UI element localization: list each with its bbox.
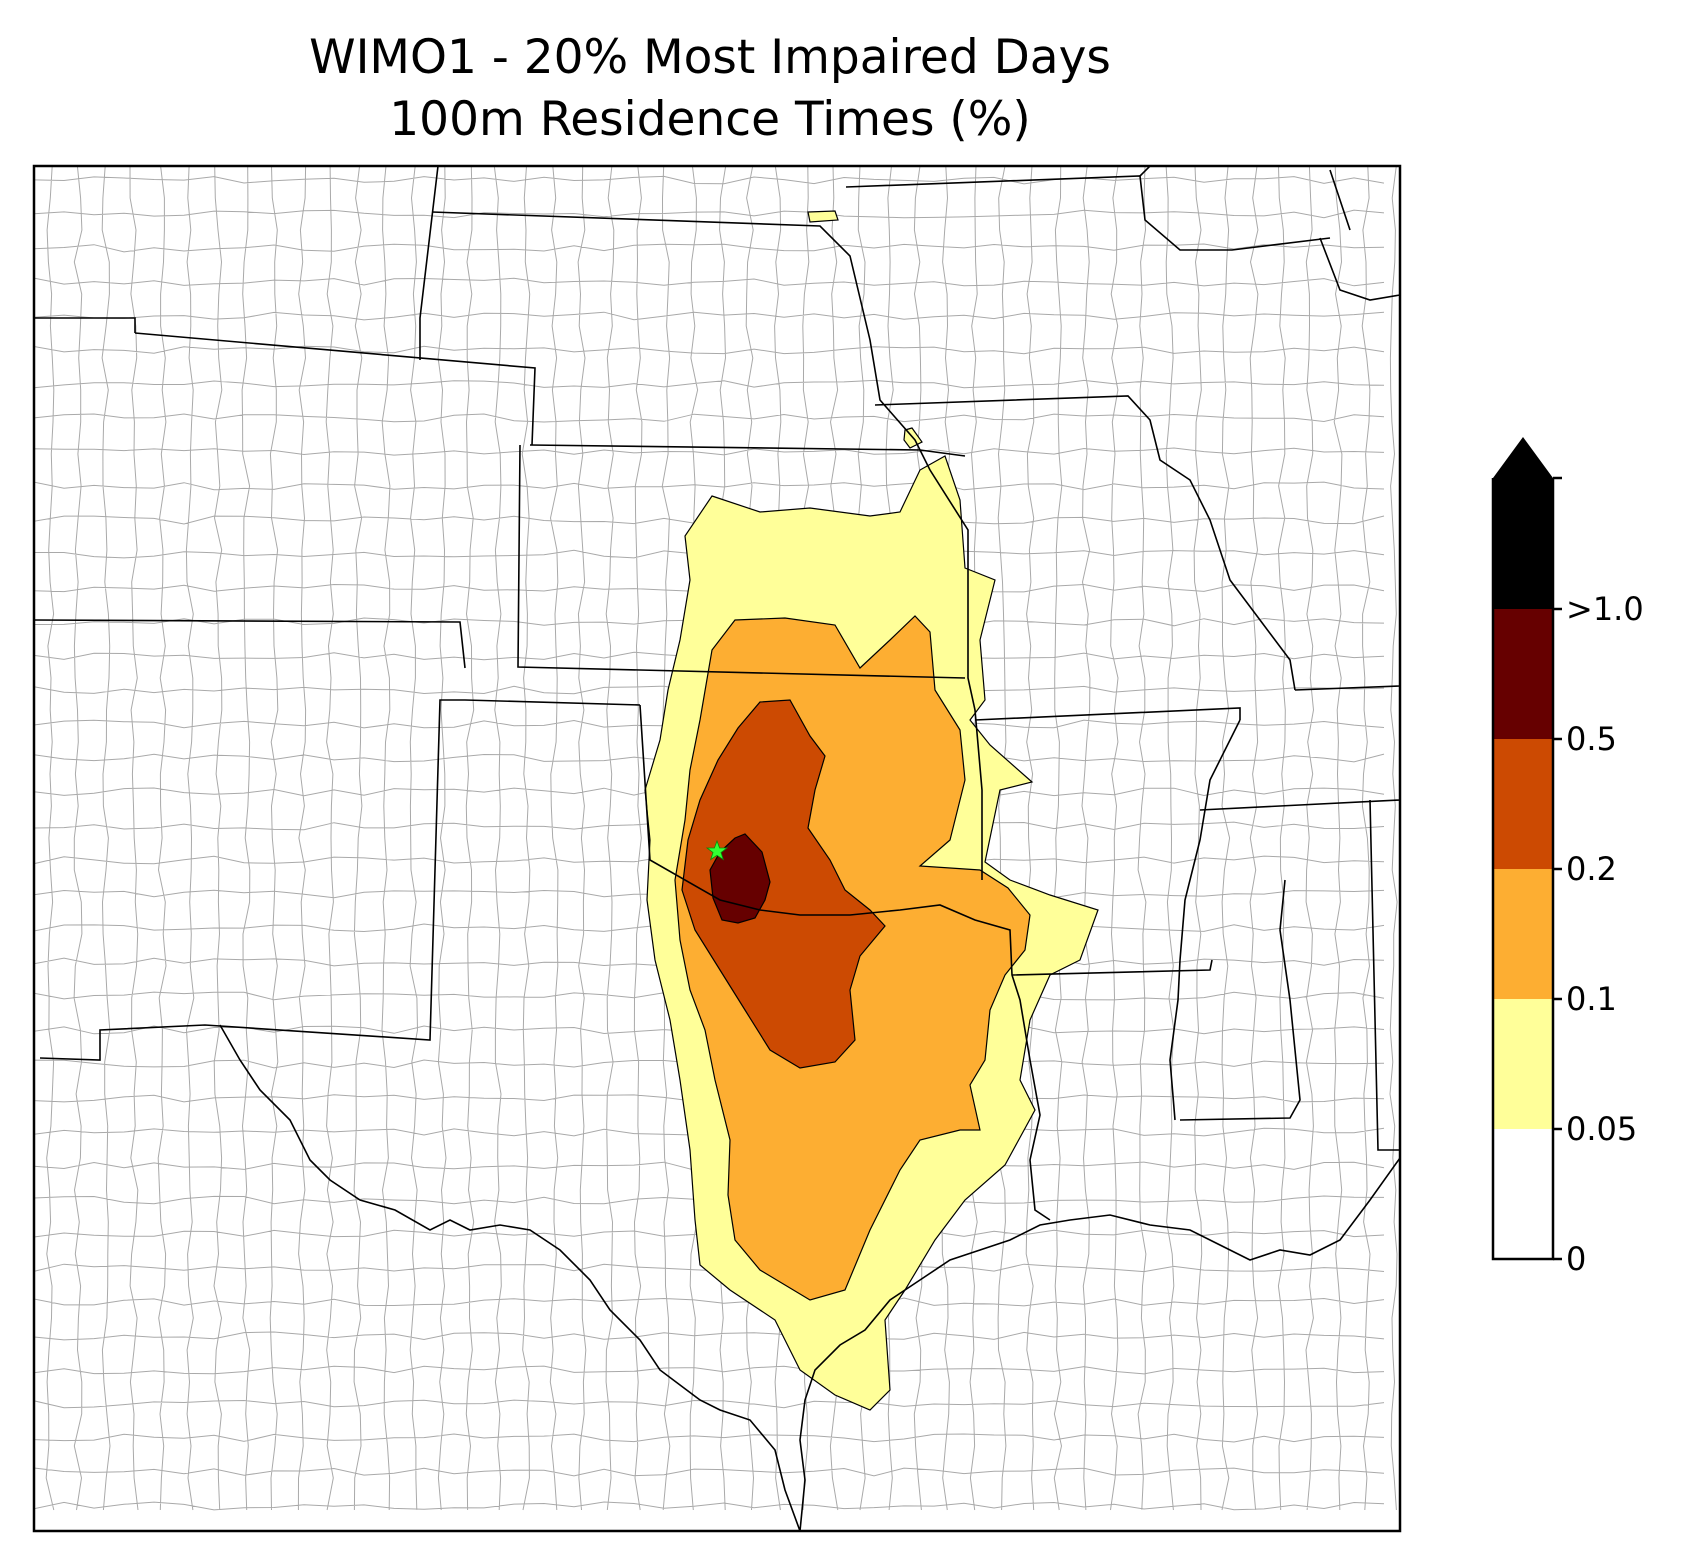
residence-time-contours <box>644 210 1099 1411</box>
site-star-icon <box>705 839 729 861</box>
colorbar-segment-0.05-0.1 <box>1493 999 1553 1129</box>
colorbar-label-0.1: 0.1 <box>1566 980 1617 1018</box>
colorbar <box>1491 437 1562 1261</box>
contour-0.2-0.5 <box>681 699 886 1069</box>
state-boundaries <box>34 166 1400 1531</box>
colorbar-label-0: 0 <box>1566 1240 1587 1278</box>
colorbar-label-1.0: >1.0 <box>1566 590 1644 628</box>
colorbar-extend-arrow <box>1493 437 1553 609</box>
colorbar-label-0.2: 0.2 <box>1566 850 1617 888</box>
colorbar-segment-0.2-0.5 <box>1493 739 1553 869</box>
map-frame <box>32 164 1402 1533</box>
contour-0.05-0.1-ne <box>807 210 839 223</box>
map-area <box>34 166 1400 1531</box>
colorbar-segment-0-0.05 <box>1493 1129 1553 1259</box>
map-title-line-1: WIMO1 - 20% Most Impaired Days <box>309 30 1111 85</box>
map-title-line-2: 100m Residence Times (%) <box>389 92 1031 147</box>
colorbar-label-0.5: 0.5 <box>1566 720 1617 758</box>
colorbar-segment-0.1-0.2 <box>1493 869 1553 999</box>
colorbar-label-0.05: 0.05 <box>1566 1110 1638 1148</box>
colorbar-segment-0.5-1.0 <box>1493 609 1553 739</box>
colorbar-ticks <box>1553 476 1562 1261</box>
